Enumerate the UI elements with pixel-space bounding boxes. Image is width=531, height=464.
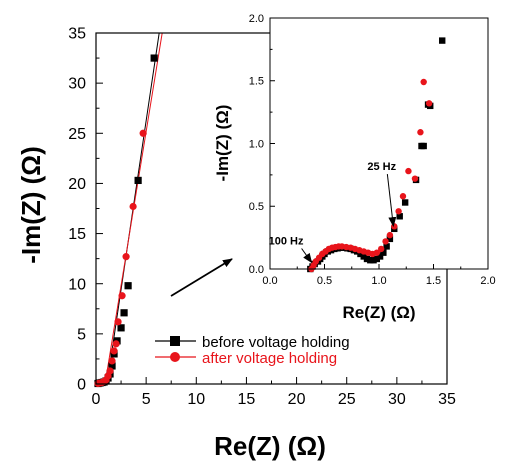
main-point-square <box>120 309 128 317</box>
inset-point-square <box>401 199 409 206</box>
main-point-square <box>108 362 116 370</box>
inset-point-square <box>439 37 446 44</box>
inset-point-square <box>420 142 427 150</box>
inset-point-square <box>396 213 403 220</box>
legend-after-marker <box>170 352 180 362</box>
inset-point-circle <box>377 245 385 253</box>
inset-point-square <box>360 253 367 260</box>
main-point-square <box>124 282 132 290</box>
main-x-tick-label: 30 <box>388 391 406 408</box>
inset-y-tick-label: 2.0 <box>249 13 264 25</box>
inset-x-tick-label: 1.5 <box>426 275 441 287</box>
inset-point-circle <box>417 129 424 136</box>
main-point-circle <box>114 318 122 326</box>
inset-point-square <box>370 257 377 264</box>
main-x-tick-label: 5 <box>142 391 151 408</box>
inset-plot: 0.0 0.5 1.0 1.5 2.0 0.0 0.5 1.0 1.5 2.0 100 Hz 25… <box>249 13 496 287</box>
legend-item-before: before voltage holding <box>155 334 350 351</box>
inset-x-tick-label: 2.0 <box>480 275 495 287</box>
main-point-circle <box>129 202 137 211</box>
main-x-tick-label: 15 <box>238 391 256 408</box>
main-point-square <box>117 324 125 332</box>
main-point-circle <box>108 357 116 365</box>
main-y-tick-label: 10 <box>68 276 86 293</box>
main-x-tick-label: 25 <box>338 391 356 408</box>
legend-item-after: after voltage holding <box>155 350 337 367</box>
inset-x-axis-title: Re(Z) (Ω) <box>342 303 415 322</box>
legend-after-label: after voltage holding <box>202 350 337 367</box>
main-y-tick-label: 0 <box>77 377 86 394</box>
main-x-ticks: 0 5 10 15 20 25 30 35 <box>92 377 456 408</box>
inset-x-tick-label: 0.5 <box>317 275 332 287</box>
main-y-tick-label: 30 <box>68 76 86 93</box>
inset-y-tick-label: 1.5 <box>249 76 264 88</box>
main-data-points <box>94 54 158 388</box>
main-point-circle <box>106 367 114 375</box>
main-x-tick-label: 20 <box>288 391 306 408</box>
inset-background <box>270 18 488 269</box>
annotation-arrow <box>301 248 313 264</box>
inset-x-tick-label: 1.0 <box>371 275 386 287</box>
inset-point-square <box>363 255 371 263</box>
inset-y-tick-label: 0.5 <box>249 201 264 213</box>
main-y-ticks: 0 5 10 15 20 25 30 35 <box>68 26 103 394</box>
inset-point-square <box>367 257 374 264</box>
main-x-tick-label: 10 <box>187 391 205 408</box>
inset-point-circle <box>399 193 407 200</box>
annotation-label: 25 Hz <box>367 161 396 173</box>
legend-before-marker <box>170 336 180 346</box>
inset-point-circle <box>391 223 398 230</box>
inset-point-circle <box>411 175 419 182</box>
inset-point-square <box>383 243 390 250</box>
main-x-axis-title: Re(Z) (Ω) <box>214 431 326 461</box>
legend: before voltage holding after voltage hol… <box>155 334 350 367</box>
inset-annotations: 100 Hz 25 Hz <box>269 161 397 264</box>
main-x-tick-label: 35 <box>438 391 456 408</box>
inset-point-circle <box>420 78 427 86</box>
inset-y-tick-label: 0.0 <box>249 264 264 276</box>
inset-data-points <box>307 37 446 273</box>
main-point-circle <box>110 347 118 355</box>
main-y-tick-label: 25 <box>68 126 86 143</box>
inset-y-tick-label: 1.0 <box>249 138 264 150</box>
inset-point-circle <box>382 238 389 245</box>
inset-point-square <box>373 255 381 263</box>
inset-pointer-arrow <box>170 258 233 297</box>
annotation-arrow <box>386 174 397 228</box>
inset-point-square <box>376 253 384 260</box>
main-y-tick-label: 20 <box>68 176 86 193</box>
inset-point-circle <box>373 249 381 256</box>
main-point-circle <box>122 253 130 261</box>
inset-point-square <box>386 235 394 243</box>
legend-before-label: before voltage holding <box>202 334 350 351</box>
inset-y-axis-title: -Im(Z) (Ω) <box>213 105 232 182</box>
inset-point-circle <box>405 167 412 175</box>
main-point-square <box>150 54 158 62</box>
main-plot: 0 5 10 15 20 25 30 35 0 5 10 15 20 25 30 35 <box>68 26 456 408</box>
inset-point-circle <box>386 231 394 239</box>
inset-x-ticks: 0.0 0.5 1.0 1.5 2.0 <box>262 264 496 287</box>
inset-point-square <box>357 250 364 258</box>
main-x-tick-label: 0 <box>92 391 101 408</box>
inset-point-circle <box>395 208 402 215</box>
main-y-tick-label: 35 <box>68 26 86 43</box>
main-y-tick-label: 5 <box>77 326 86 343</box>
inset-x-tick-label: 0.0 <box>262 275 277 287</box>
main-point-circle <box>139 129 147 137</box>
main-point-circle <box>118 292 126 300</box>
inset-point-square <box>380 249 387 256</box>
main-point-square <box>134 176 142 185</box>
main-point-circle <box>112 340 120 348</box>
annotation-label: 100 Hz <box>269 235 304 247</box>
inset-y-ticks: 0.0 0.5 1.0 1.5 2.0 <box>249 13 275 276</box>
main-y-axis-title: -Im(Z) (Ω) <box>16 146 46 264</box>
main-y-tick-label: 15 <box>68 226 86 243</box>
inset-point-circle <box>425 100 433 107</box>
